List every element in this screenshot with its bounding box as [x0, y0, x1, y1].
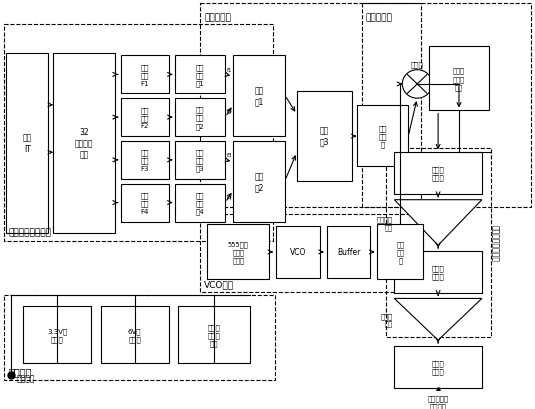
Bar — [24, 306, 91, 363]
Text: 末级放
大器: 末级放 大器 — [380, 312, 392, 327]
Text: 32
位高速单
片机: 32 位高速单 片机 — [75, 128, 93, 159]
Text: VCO电路: VCO电路 — [204, 279, 234, 288]
Text: 加法
器3: 加法 器3 — [319, 126, 329, 146]
Text: 输入阻
配电路: 输入阻 配电路 — [432, 166, 445, 181]
Text: 电源输入: 电源输入 — [16, 374, 35, 383]
Bar — [121, 184, 169, 222]
Bar — [4, 295, 275, 380]
Bar — [297, 91, 351, 181]
Text: 3.3V电
源模块: 3.3V电 源模块 — [47, 327, 67, 342]
Bar — [175, 184, 225, 222]
Bar — [386, 148, 491, 337]
Text: 方波
输出
F3: 方波 输出 F3 — [140, 149, 149, 171]
Text: 方波
输出
F1: 方波 输出 F1 — [140, 64, 149, 86]
Bar — [175, 99, 225, 137]
Text: 混频器: 混频器 — [411, 61, 424, 67]
Bar — [208, 225, 269, 280]
Bar — [200, 214, 423, 292]
Bar — [276, 227, 320, 278]
Text: 低通
滤波
器1: 低通 滤波 器1 — [196, 64, 205, 87]
Text: 方波
输出
F4: 方波 输出 F4 — [140, 192, 149, 214]
Text: 低通
滤波
器2: 低通 滤波 器2 — [196, 106, 205, 129]
Text: 方波
输出
F2: 方波 输出 F2 — [140, 107, 149, 129]
Bar — [101, 306, 169, 363]
Bar — [175, 142, 225, 180]
Bar — [356, 106, 408, 167]
Text: f1: f1 — [226, 67, 232, 72]
Bar — [394, 153, 482, 195]
Bar — [429, 47, 489, 111]
Bar — [233, 142, 285, 222]
Bar — [175, 56, 225, 94]
Text: 上变频
选频滤
波器: 上变频 选频滤 波器 — [453, 67, 465, 90]
Text: 微调阻
抗电路: 微调阻 抗电路 — [432, 265, 445, 279]
Bar — [4, 25, 273, 241]
Text: 控制
IT: 控制 IT — [22, 133, 32, 153]
Text: 低通
滤波
器4: 低通 滤波 器4 — [196, 192, 205, 214]
Bar — [121, 99, 169, 137]
Polygon shape — [394, 200, 482, 246]
Text: 电源模块: 电源模块 — [9, 366, 32, 376]
Bar — [233, 56, 285, 137]
Text: 输出阻
配电路: 输出阻 配电路 — [432, 360, 445, 374]
Text: 加法
器2: 加法 器2 — [254, 172, 264, 192]
Text: 555电路
振荡数
发生器: 555电路 振荡数 发生器 — [228, 241, 249, 264]
Bar — [394, 252, 482, 293]
Text: 加法器电路: 加法器电路 — [204, 13, 231, 22]
Bar — [394, 346, 482, 388]
Text: 中频
滤波
器: 中频 滤波 器 — [378, 125, 387, 148]
Text: 上变频电路: 上变频电路 — [365, 13, 392, 22]
Text: 射频功
放电源
模块: 射频功 放电源 模块 — [208, 323, 220, 346]
Polygon shape — [394, 299, 482, 340]
Bar — [377, 225, 423, 280]
Text: 加法
器1: 加法 器1 — [254, 87, 264, 107]
Text: f4: f4 — [226, 195, 232, 200]
Circle shape — [402, 70, 432, 99]
Text: 驱动级放
大器: 驱动级放 大器 — [376, 216, 392, 230]
Text: 输出功率放大电路: 输出功率放大电路 — [490, 225, 499, 261]
Bar — [179, 306, 250, 363]
Text: 多子载波生成电路: 多子载波生成电路 — [9, 228, 51, 237]
Bar — [121, 56, 169, 94]
Text: 低通
滤波
器3: 低通 滤波 器3 — [196, 149, 205, 172]
Bar — [53, 54, 115, 234]
Text: 6V电
源模块: 6V电 源模块 — [128, 327, 141, 342]
Text: Buffer: Buffer — [337, 248, 360, 257]
Bar — [6, 54, 48, 234]
Text: 载频
调整
器: 载频 调整 器 — [396, 241, 404, 264]
Bar — [200, 4, 421, 208]
Text: f3: f3 — [226, 153, 232, 157]
Bar — [327, 227, 370, 278]
Text: VCO: VCO — [289, 248, 306, 257]
Bar — [362, 4, 531, 208]
Text: 多载波干扰
信号输出: 多载波干扰 信号输出 — [427, 394, 449, 409]
Bar — [121, 142, 169, 180]
Text: f2: f2 — [226, 110, 232, 115]
